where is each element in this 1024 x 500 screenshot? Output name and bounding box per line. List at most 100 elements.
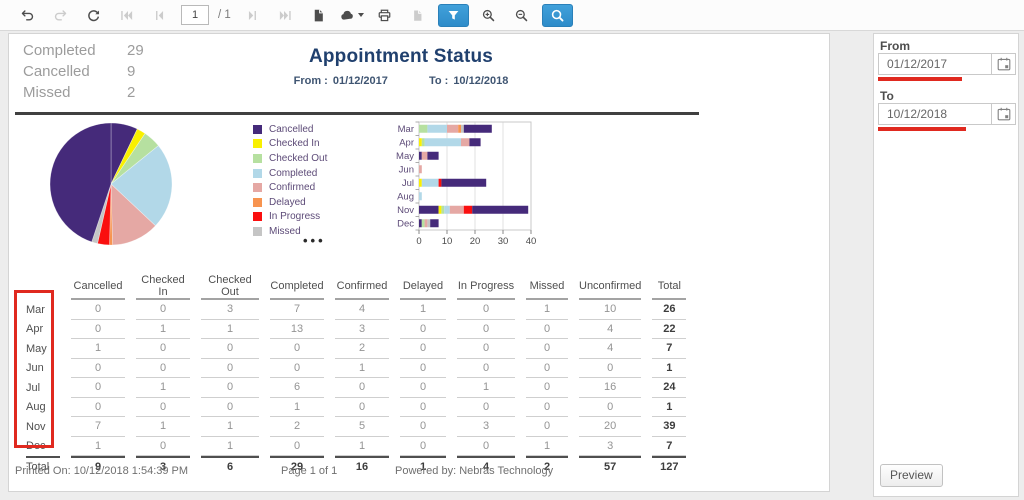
bar-segment (419, 152, 422, 160)
cell-value: 4 (579, 320, 641, 340)
from-calendar-button[interactable] (991, 54, 1015, 74)
cell-value: 0 (201, 339, 259, 359)
legend-item: Checked Out (253, 151, 349, 166)
cell-value: 0 (270, 359, 324, 379)
cell-value: 1 (136, 417, 190, 437)
export-button[interactable] (306, 4, 332, 27)
legend-swatch (253, 227, 262, 236)
annotation-from-underline (878, 77, 962, 81)
annotation-month-highlight (14, 290, 54, 448)
redo-button[interactable] (47, 4, 73, 27)
legend-label: In Progress (269, 211, 320, 222)
bar-segment (419, 192, 422, 200)
from-date-input[interactable] (879, 54, 991, 74)
bar-segment (461, 138, 469, 146)
bar-segment (441, 206, 444, 214)
cell-value: 13 (270, 320, 324, 340)
bar-segment (422, 138, 425, 146)
bar-category-label: Jun (399, 164, 414, 175)
cell-value: 0 (400, 339, 446, 359)
powered-by-text: Powered by: Nebras Technology (395, 465, 553, 477)
cell-value: 1 (526, 437, 568, 457)
column-header: Total (652, 274, 686, 300)
preview-button[interactable]: Preview (880, 464, 943, 487)
bar-segment (427, 125, 447, 133)
prev-page-icon (152, 8, 167, 23)
next-page-icon (245, 8, 260, 23)
cell-value: 6 (201, 456, 259, 476)
legend-label: Missed (269, 226, 301, 237)
appointment-table: CancelledChecked InChecked OutCompletedC… (15, 274, 697, 476)
caret-down-icon (358, 13, 364, 17)
cell-value: 0 (457, 300, 515, 320)
cell-value: 0 (71, 378, 125, 398)
legend-label: Completed (269, 168, 317, 179)
to-calendar-button[interactable] (991, 104, 1015, 124)
toolbar: / 1 (0, 0, 1024, 31)
table-row: Aug0001000001 (26, 398, 686, 418)
cell-value: 2 (335, 339, 389, 359)
bar-segment (427, 219, 430, 227)
cell-value: 0 (71, 398, 125, 418)
cell-value: 10 (579, 300, 641, 320)
legend-label: Delayed (269, 197, 306, 208)
cell-value: 1 (136, 320, 190, 340)
column-header: Checked In (136, 274, 190, 300)
download-button[interactable] (339, 4, 365, 27)
bar-segment (447, 125, 458, 133)
page-number-input[interactable] (181, 5, 209, 25)
table-row: Dec1010100137 (26, 437, 686, 457)
header-divider (15, 112, 699, 115)
cell-value: 1 (457, 378, 515, 398)
bar-segment (464, 125, 492, 133)
cell-value: 3 (335, 320, 389, 340)
calendar-icon (997, 107, 1011, 121)
cell-value: 39 (652, 417, 686, 437)
prev-page-button[interactable] (146, 4, 172, 27)
cell-value: 16 (335, 456, 389, 476)
bar-category-label: Jul (402, 178, 414, 189)
zoom-out-button[interactable] (509, 4, 535, 27)
cell-value: 0 (136, 339, 190, 359)
bar-segment (422, 219, 425, 227)
bar-segment (450, 206, 464, 214)
bar-category-label: May (396, 151, 414, 162)
table-row: Mar003741011026 (26, 300, 686, 320)
refresh-button[interactable] (80, 4, 106, 27)
first-page-button[interactable] (113, 4, 139, 27)
cell-value: 0 (457, 359, 515, 379)
cell-value: 6 (270, 378, 324, 398)
bar-segment (419, 165, 422, 173)
print-button[interactable] (372, 4, 398, 27)
cell-value: 0 (457, 320, 515, 340)
x-axis-tick-label: 20 (470, 236, 481, 247)
undo-button[interactable] (14, 4, 40, 27)
report-date-range: From :01/12/2017 To :10/12/2018 (9, 75, 793, 87)
next-page-button[interactable] (240, 4, 266, 27)
filter-button[interactable] (438, 4, 469, 27)
cell-value: 1 (335, 359, 389, 379)
last-page-icon (278, 8, 293, 23)
cell-value: 1 (201, 437, 259, 457)
x-axis-tick-label: 0 (416, 236, 421, 247)
search-button[interactable] (542, 4, 573, 27)
last-page-button[interactable] (273, 4, 299, 27)
to-label: To : (429, 75, 448, 87)
attachment-button[interactable] (405, 4, 431, 27)
cell-value: 0 (270, 437, 324, 457)
cell-value: 16 (579, 378, 641, 398)
to-date-input[interactable] (879, 104, 991, 124)
legend-swatch (253, 154, 262, 163)
bar-segment (422, 179, 439, 187)
legend-item: Delayed (253, 195, 349, 210)
cell-value: 0 (400, 378, 446, 398)
legend-swatch (253, 183, 262, 192)
zoom-in-button[interactable] (476, 4, 502, 27)
cell-value: 1 (335, 437, 389, 457)
cell-value: 0 (400, 417, 446, 437)
legend-swatch (253, 139, 262, 148)
to-date-group (878, 103, 1016, 125)
stacked-bar-chart: MarAprMayJunJulAugNovDec010203040 (387, 118, 549, 254)
table-row: Nov711250302039 (26, 417, 686, 437)
bar-segment (425, 219, 428, 227)
